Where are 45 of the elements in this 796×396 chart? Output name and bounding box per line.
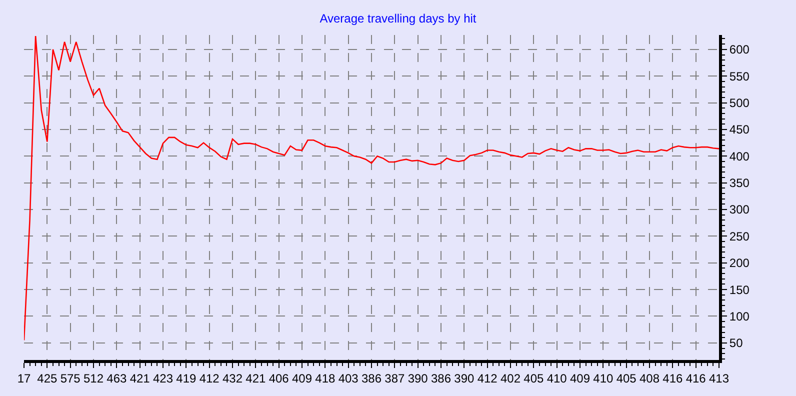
x-tick-label: 425 — [37, 371, 58, 386]
x-tick-label: 405 — [616, 371, 637, 386]
x-tick-label: 432 — [222, 371, 243, 386]
x-tick-label: 387 — [384, 371, 405, 386]
y-tick-label: 200 — [729, 256, 750, 270]
x-tick-label: 418 — [315, 371, 336, 386]
x-tick-label: 419 — [176, 371, 196, 386]
x-tick-label: 416 — [686, 371, 706, 386]
x-tick-label: 575 — [60, 371, 81, 386]
y-tick-label: 400 — [729, 149, 750, 164]
y-tick-label: 450 — [729, 122, 750, 137]
x-tick-label: 402 — [500, 371, 521, 386]
x-tick-label: 405 — [524, 371, 544, 386]
x-tick-label: 386 — [430, 371, 452, 386]
x-tick-label: 421 — [246, 371, 266, 386]
y-tick-label: 500 — [729, 96, 750, 110]
x-tick-label: 421 — [130, 371, 150, 386]
x-tick-label: 408 — [639, 371, 660, 386]
x-tick-label: 512 — [83, 371, 104, 386]
y-tick-label: 550 — [729, 69, 750, 84]
x-tick-label: 412 — [477, 371, 498, 386]
x-tick-label: 406 — [268, 371, 290, 386]
y-tick-label: 600 — [729, 42, 750, 57]
x-tick-label: 416 — [662, 371, 683, 386]
x-tick-label: 386 — [361, 371, 382, 386]
y-tick-label: 100 — [729, 309, 750, 324]
y-tick-label: 250 — [729, 229, 750, 244]
x-tick-label: 410 — [546, 371, 568, 386]
y-tick-label: 350 — [729, 176, 750, 190]
y-tick-label: 150 — [729, 282, 750, 297]
x-tick-label: 409 — [292, 371, 312, 386]
x-tick-label: 413 — [708, 371, 730, 386]
y-tick-label: 300 — [729, 202, 750, 217]
x-tick-label: 410 — [593, 371, 614, 386]
x-tick-label: 17 — [17, 371, 31, 386]
line-series — [24, 35, 719, 341]
x-tick-label: 409 — [570, 371, 590, 386]
x-tick-label: 423 — [152, 371, 174, 386]
x-tick-label: 463 — [106, 371, 127, 386]
chart-title: Average travelling days by hit — [320, 11, 477, 26]
y-tick-label: 50 — [729, 336, 744, 350]
x-tick-label: 390 — [454, 371, 474, 386]
x-tick-label: 412 — [199, 371, 220, 386]
x-tick-label: 390 — [408, 371, 428, 386]
x-tick-label: 403 — [338, 371, 359, 386]
